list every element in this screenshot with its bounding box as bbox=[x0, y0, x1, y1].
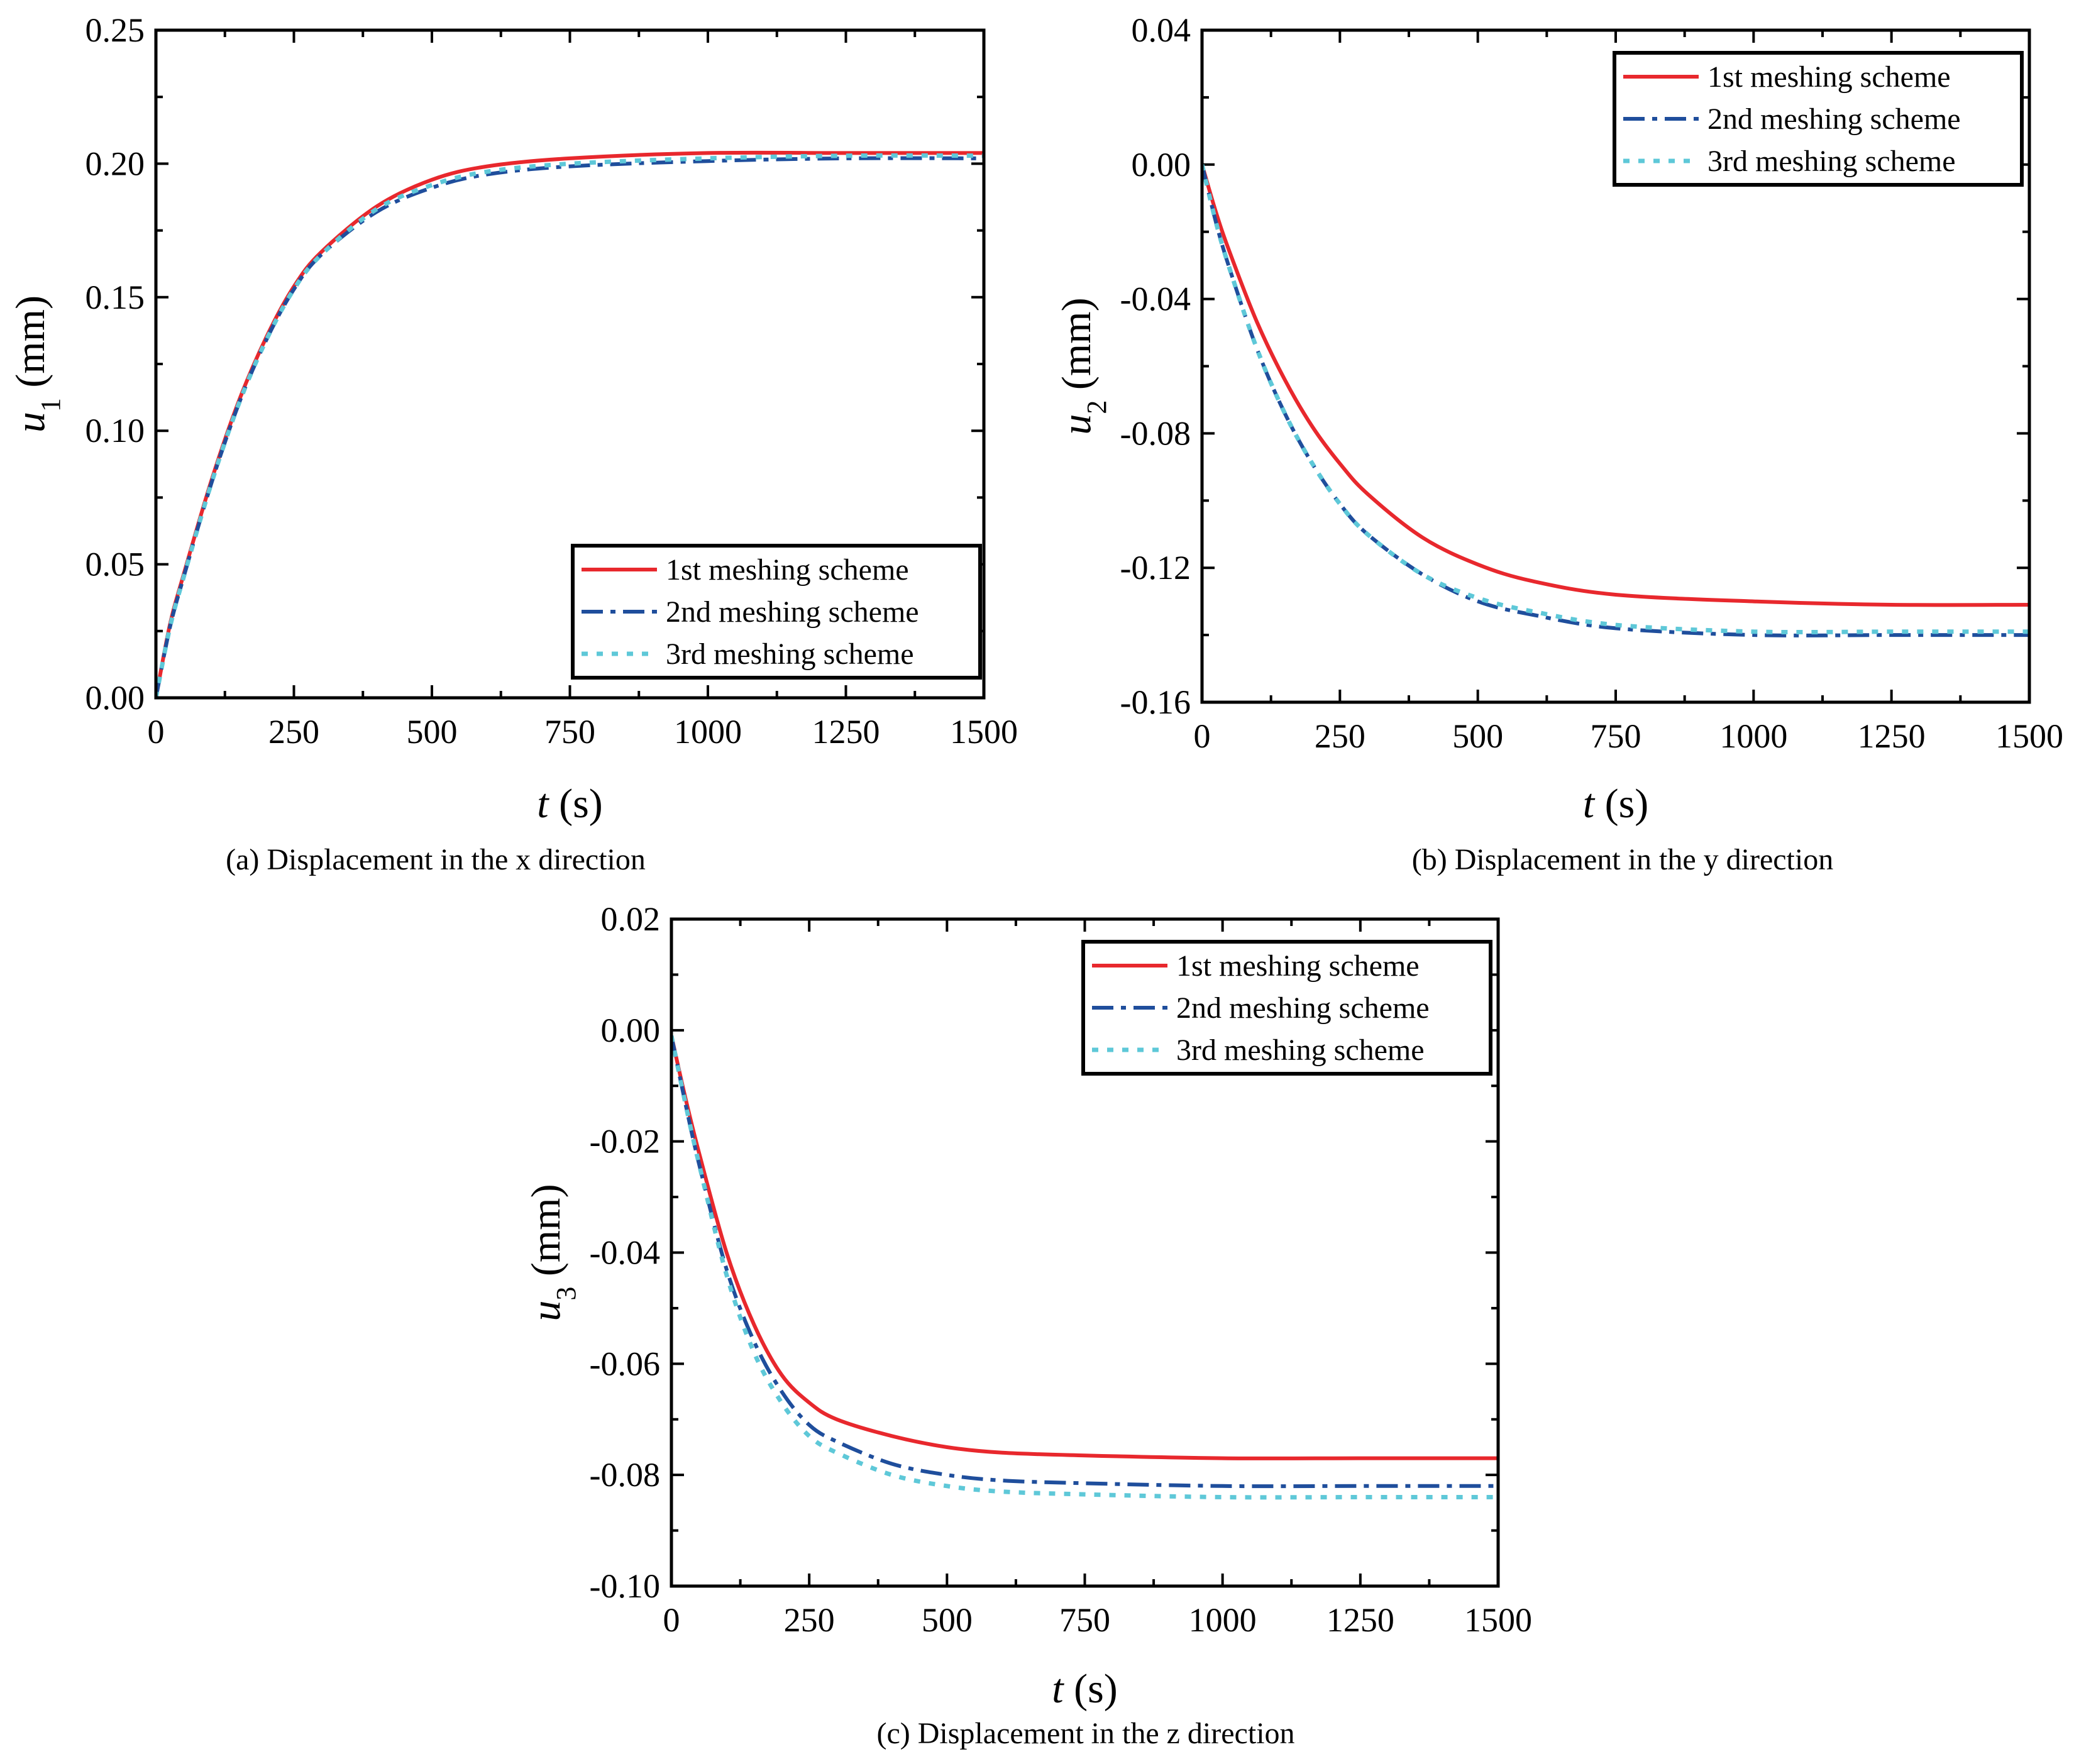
y-tick-label: 0.02 bbox=[601, 900, 661, 938]
y-axis-subscript: 2 bbox=[1081, 400, 1112, 414]
x-tick-label: 250 bbox=[268, 713, 319, 751]
series-line-1 bbox=[1202, 163, 2029, 607]
legend: 1st meshing scheme 2nd meshing scheme 3rd … bbox=[1613, 51, 2024, 187]
panel-caption: (b) Displacement in the y direction bbox=[1412, 843, 1833, 876]
x-tick-label: 0 bbox=[663, 1601, 680, 1639]
chart-panel-b: 0 250 500 750 1000 1250 1500 -0.16 -0.12 -0.08 -0.… bbox=[1054, 11, 2063, 876]
y-tick-label: -0.04 bbox=[1120, 280, 1191, 318]
x-tick-label: 1500 bbox=[950, 713, 1018, 751]
legend: 1st meshing scheme 2nd meshing scheme 3rd … bbox=[571, 544, 982, 680]
x-axis-unit: (s) bbox=[549, 781, 603, 827]
axes-frame bbox=[1200, 28, 2031, 704]
x-tick-label: 500 bbox=[922, 1601, 973, 1639]
x-tick-label: 500 bbox=[1452, 717, 1503, 755]
x-tick-label: 1000 bbox=[1719, 717, 1787, 755]
x-tick-label: 250 bbox=[1315, 717, 1365, 755]
y-tick-label: 0.10 bbox=[85, 412, 145, 449]
x-tick-label: 1000 bbox=[674, 713, 742, 751]
y-axis-unit: (mm) bbox=[8, 295, 53, 398]
series-line-3 bbox=[156, 153, 984, 698]
legend-label-2: 2nd meshing scheme bbox=[666, 595, 919, 629]
y-tick-label: -0.16 bbox=[1120, 683, 1191, 721]
legend-label-2: 2nd meshing scheme bbox=[1176, 991, 1430, 1025]
legend: 1st meshing scheme 2nd meshing scheme 3rd … bbox=[1081, 940, 1492, 1076]
x-tick-label: 750 bbox=[544, 713, 595, 751]
y-tick-label: -0.08 bbox=[1120, 414, 1191, 452]
x-axis-var: t bbox=[1583, 781, 1596, 827]
y-axis-unit: (mm) bbox=[1054, 297, 1100, 400]
y-tick-label: 0.00 bbox=[601, 1012, 661, 1049]
axes-frame bbox=[670, 917, 1500, 1588]
y-axis-var: u bbox=[1054, 414, 1100, 435]
y-tick-label: -0.08 bbox=[590, 1456, 660, 1494]
y-axis-subscript: 3 bbox=[551, 1287, 582, 1301]
x-tick-label: 750 bbox=[1591, 717, 1641, 755]
legend-label-3: 3rd meshing scheme bbox=[1176, 1034, 1425, 1067]
series-line-3 bbox=[1202, 163, 2029, 635]
x-axis-unit: (s) bbox=[1064, 1666, 1118, 1712]
x-tick-label: 0 bbox=[148, 713, 165, 751]
x-tick-label: 500 bbox=[407, 713, 458, 751]
legend-label-1: 1st meshing scheme bbox=[1176, 949, 1420, 983]
y-tick-label: 0.25 bbox=[85, 11, 145, 49]
x-axis-unit: (s) bbox=[1594, 781, 1648, 827]
x-tick-label: 750 bbox=[1059, 1601, 1110, 1639]
y-tick-label: 0.04 bbox=[1132, 11, 1191, 49]
plot-area bbox=[156, 150, 984, 698]
x-axis-var: t bbox=[537, 781, 549, 827]
y-tick-label: 0.00 bbox=[85, 679, 145, 717]
x-tick-label: 1250 bbox=[1327, 1601, 1394, 1639]
y-axis-var: u bbox=[523, 1301, 569, 1321]
panel-caption: (a) Displacement in the x direction bbox=[226, 843, 646, 876]
x-axis-title: t (s) bbox=[1583, 781, 1649, 827]
x-tick-label: 1250 bbox=[1858, 717, 1926, 755]
y-tick-label: -0.06 bbox=[590, 1345, 660, 1382]
series-line-1 bbox=[671, 1035, 1498, 1460]
x-tick-label: 250 bbox=[784, 1601, 835, 1639]
x-axis-var: t bbox=[1052, 1666, 1064, 1712]
series-line-2 bbox=[1202, 164, 2029, 637]
legend-label-3: 3rd meshing scheme bbox=[1707, 145, 1956, 178]
y-tick-label: 0.20 bbox=[85, 145, 145, 182]
plot-area bbox=[1202, 163, 2029, 637]
y-axis-title: u1 (mm) bbox=[8, 295, 66, 433]
y-tick-label: 0.15 bbox=[85, 278, 145, 316]
y-axis-subscript: 1 bbox=[35, 398, 66, 412]
legend-label-2: 2nd meshing scheme bbox=[1707, 102, 1961, 136]
x-tick-label: 0 bbox=[1194, 717, 1211, 755]
x-axis-title: t (s) bbox=[1052, 1666, 1118, 1712]
series-line-3 bbox=[671, 1035, 1498, 1500]
y-tick-label: -0.12 bbox=[1120, 549, 1191, 587]
chart-panel-c: 0 250 500 750 1000 1250 1500 -0.10 -0.08 -0.06 -0.… bbox=[523, 900, 1532, 1750]
x-tick-label: 1500 bbox=[1995, 717, 2063, 755]
legend-label-1: 1st meshing scheme bbox=[666, 553, 909, 587]
x-tick-label: 1250 bbox=[812, 713, 880, 751]
y-axis-var: u bbox=[8, 412, 53, 433]
y-tick-label: -0.02 bbox=[590, 1123, 660, 1160]
y-axis-title: u3 (mm) bbox=[523, 1184, 582, 1321]
chart-panel-a: 0 250 500 750 1000 1250 1500 0.00 0.05 0.10 0.15 0.… bbox=[8, 11, 1018, 876]
series-line-2 bbox=[671, 1035, 1498, 1489]
x-axis-title: t (s) bbox=[537, 781, 603, 827]
y-tick-label: -0.10 bbox=[590, 1567, 660, 1605]
y-axis-unit: (mm) bbox=[523, 1184, 569, 1286]
x-tick-label: 1000 bbox=[1189, 1601, 1257, 1639]
y-tick-label: -0.04 bbox=[590, 1234, 660, 1272]
panel-caption: (c) Displacement in the z direction bbox=[876, 1717, 1294, 1750]
axes-frame bbox=[154, 28, 986, 700]
x-tick-label: 1500 bbox=[1464, 1601, 1532, 1639]
y-tick-label: 0.00 bbox=[1132, 146, 1191, 184]
y-axis-title: u2 (mm) bbox=[1054, 297, 1112, 434]
legend-label-3: 3rd meshing scheme bbox=[666, 637, 914, 671]
plot-area bbox=[671, 1035, 1498, 1500]
y-tick-label: 0.05 bbox=[85, 546, 145, 583]
legend-label-1: 1st meshing scheme bbox=[1707, 60, 1951, 94]
